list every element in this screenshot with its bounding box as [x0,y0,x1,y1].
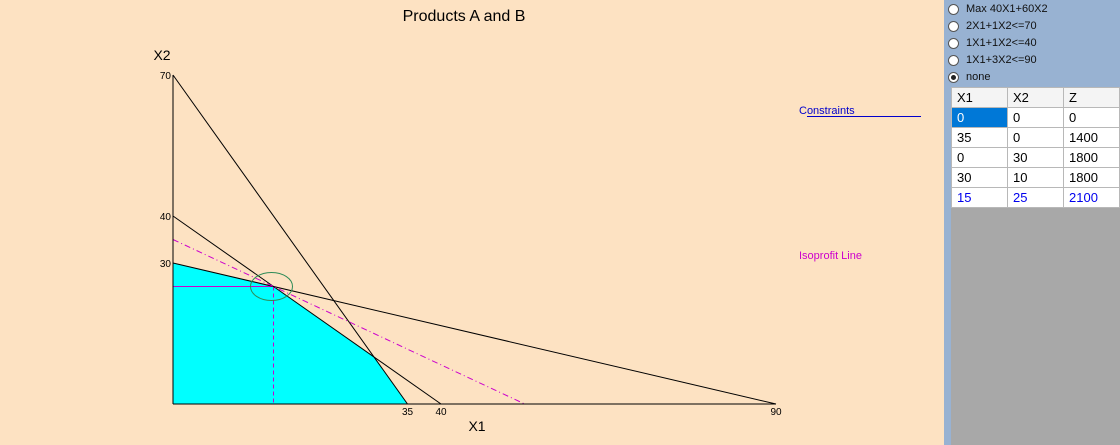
column-header-x1[interactable]: X1 [951,87,1008,108]
option-label: none [966,71,991,83]
y-tick-label: 40 [160,212,172,223]
chart-title: Products A and B [403,8,526,25]
plot-area: 35 40 90 30 40 70 Products A and B X1 X2 [153,8,782,434]
table-row[interactable]: 35 0 1400 [951,127,1120,148]
table-row[interactable]: 0 0 0 [951,107,1120,128]
table-cell[interactable]: 2100 [1063,187,1120,208]
option-constraint-1[interactable]: 2X1+1X2<=70 [948,18,1118,34]
x-tick-label: 90 [770,407,782,418]
column-header-x2[interactable]: X2 [1007,87,1064,108]
radio-button[interactable] [948,20,959,32]
option-label: Max 40X1+60X2 [966,3,1048,15]
table-header-row: X1 X2 Z [951,87,1120,108]
x-tick-label: 40 [435,407,447,418]
legend-constraints[interactable]: Constraints [799,105,855,117]
radio-button[interactable] [948,54,959,66]
table-cell[interactable]: 1800 [1063,167,1120,188]
table-row[interactable]: 30 10 1800 [951,167,1120,188]
table-cell[interactable]: 30 [1007,147,1064,168]
constraint-line-1 [172,74,408,405]
option-label: 2X1+1X2<=70 [966,20,1037,32]
optimum-marker [250,272,293,301]
constraint-line-2 [172,215,442,405]
table-cell[interactable]: 35 [951,127,1008,148]
table-cell[interactable]: 0 [1007,127,1064,148]
option-label: 1X1+3X2<=90 [966,54,1037,66]
table-cell[interactable]: 25 [1007,187,1064,208]
table-row-optimal[interactable]: 15 25 2100 [951,187,1120,208]
legend-constraints-underline [807,116,921,117]
legend-isoprofit[interactable]: Isoprofit Line [799,250,862,262]
side-panel: Max 40X1+60X2 2X1+1X2<=70 1X1+1X2<=40 1X… [944,0,1120,445]
table-row[interactable]: 0 30 1800 [951,147,1120,168]
table-cell[interactable]: 0 [1007,107,1064,128]
column-header-z[interactable]: Z [1063,87,1120,108]
table-cell[interactable]: 10 [1007,167,1064,188]
radio-button[interactable] [948,3,959,15]
option-objective[interactable]: Max 40X1+60X2 [948,1,1118,17]
y-tick-label: 30 [160,259,172,270]
table-cell[interactable]: 15 [951,187,1008,208]
table-cell[interactable]: 0 [951,107,1008,128]
radio-button[interactable] [948,71,959,83]
option-none[interactable]: none [948,69,1118,85]
solution-grid: X1 X2 Z 0 0 0 35 0 1400 0 30 1800 30 10 [951,87,1120,445]
constraint-line-3 [172,262,777,405]
option-constraint-3[interactable]: 1X1+3X2<=90 [948,52,1118,68]
option-constraint-2[interactable]: 1X1+1X2<=40 [948,35,1118,51]
x-tick-label: 35 [402,407,414,418]
x-axis-label: X1 [468,418,485,434]
radio-button[interactable] [948,37,959,49]
table-cell[interactable]: 0 [951,147,1008,168]
lp-chart: 35 40 90 30 40 70 Products A and B X1 X2 [153,8,782,434]
table-cell[interactable]: 1400 [1063,127,1120,148]
feasible-region [173,263,408,404]
solution-table: X1 X2 Z 0 0 0 35 0 1400 0 30 1800 30 10 [951,87,1120,208]
option-label: 1X1+1X2<=40 [966,37,1037,49]
table-cell[interactable]: 1800 [1063,147,1120,168]
table-cell[interactable]: 30 [951,167,1008,188]
table-cell[interactable]: 0 [1063,107,1120,128]
y-tick-label: 70 [160,71,172,82]
y-axis-label: X2 [153,47,170,63]
